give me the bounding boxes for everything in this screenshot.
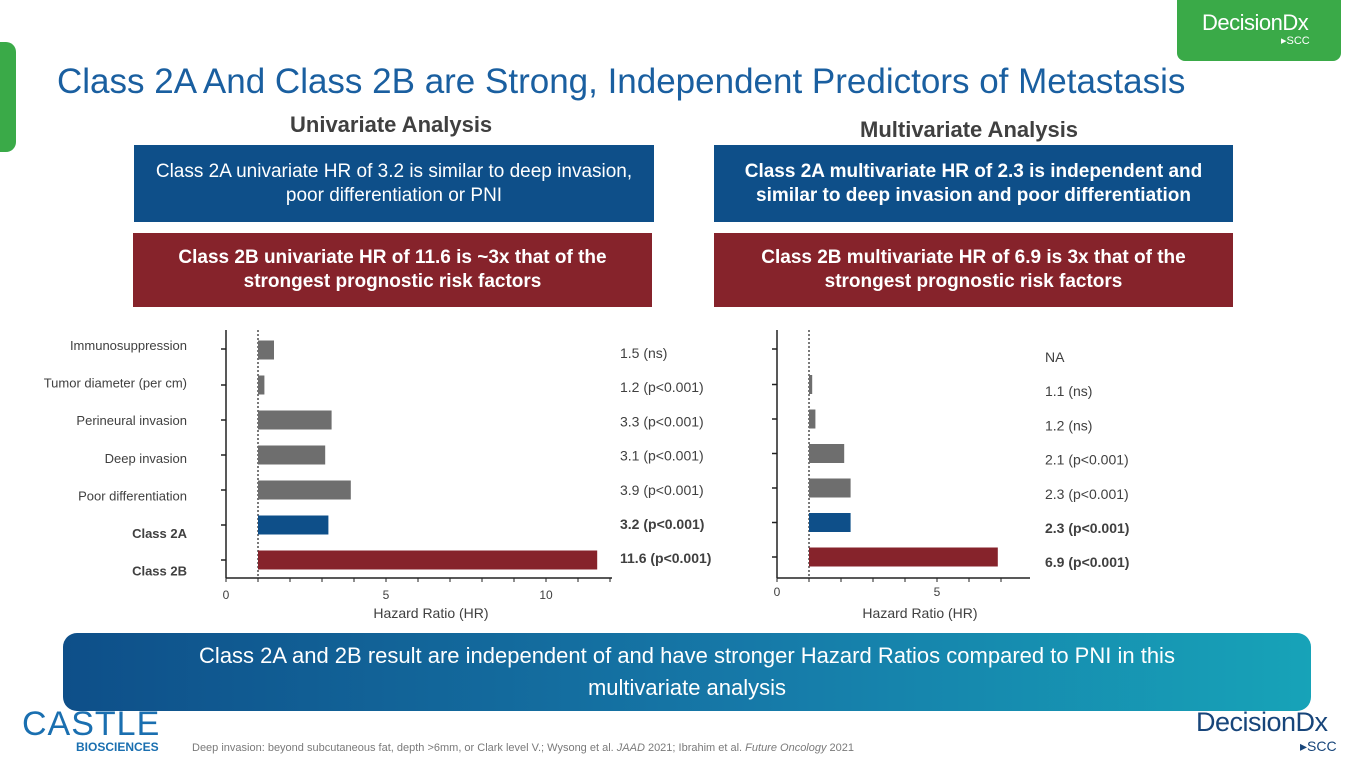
bar-class-2b <box>258 550 598 570</box>
x-tick-label: 10 <box>539 588 553 602</box>
bar-deep-invasion <box>258 445 326 465</box>
univariate-heading: Univariate Analysis <box>290 112 493 137</box>
slide-title: Class 2A And Class 2B are Strong, Indepe… <box>57 62 1186 101</box>
footnote-text-3: 2021 <box>826 742 855 754</box>
multivariate-class2a-callout: Class 2A multivariate HR of 2.3 is indep… <box>714 145 1233 222</box>
category-label: Class 2B <box>132 564 187 579</box>
category-label: Tumor diameter (per cm) <box>44 376 187 391</box>
castle-logo-word: CASTLE <box>22 705 161 743</box>
left-accent-tab <box>0 42 16 152</box>
footnote-text-1: Deep invasion: beyond subcutaneous fat, … <box>192 742 617 754</box>
x-tick-label: 0 <box>223 588 230 602</box>
value-label: NA <box>1045 349 1065 365</box>
value-label: 3.1 (p<0.001) <box>620 448 704 464</box>
decisiondx-logo-top: DecisionDx ▸SCC <box>1177 0 1341 61</box>
bar-perineural-invasion <box>258 410 332 430</box>
value-label: 2.1 (p<0.001) <box>1045 452 1129 468</box>
logo-brand-text: DecisionDx <box>1202 10 1309 35</box>
value-label: 1.2 (ns) <box>1045 417 1092 433</box>
value-label: 3.9 (p<0.001) <box>620 482 704 498</box>
x-tick-label: 5 <box>383 588 390 602</box>
bar-poor-differentiation <box>809 478 851 498</box>
x-tick-label: 5 <box>934 585 941 599</box>
category-label: Immunosuppression <box>70 338 187 353</box>
footnote-references: Deep invasion: beyond subcutaneous fat, … <box>192 742 854 754</box>
value-label: 3.3 (p<0.001) <box>620 413 704 429</box>
decisiondx-logo-bottom: DecisionDx ▸SCC <box>1196 707 1346 757</box>
value-label: 2.3 (p<0.001) <box>1045 520 1129 536</box>
castle-biosciences-logo: CASTLE BIOSCIENCES <box>22 705 172 755</box>
x-tick-label: 0 <box>774 585 781 599</box>
x-axis-title: Hazard Ratio (HR) <box>862 605 977 621</box>
value-label: 6.9 (p<0.001) <box>1045 554 1129 570</box>
category-label: Deep invasion <box>105 451 187 466</box>
footnote-journal-1: JAAD <box>616 742 645 754</box>
univariate-chart: 0 5 10 Immunosuppression Tumor diameter (per… <box>44 330 711 621</box>
bar-class-2a <box>809 513 851 532</box>
bar-perineural-invasion <box>809 409 816 429</box>
bar-class-2b <box>809 547 998 567</box>
conclusion-banner: Class 2A and 2B result are independent o… <box>63 633 1311 711</box>
category-label: Perineural invasion <box>76 413 187 428</box>
logo-sub-text: ▸SCC <box>1281 35 1310 47</box>
univariate-class2b-callout: Class 2B univariate HR of 11.6 is ~3x th… <box>133 233 652 307</box>
bar-class-2a <box>258 515 329 535</box>
univariate-class2a-callout: Class 2A univariate HR of 3.2 is similar… <box>134 145 654 222</box>
category-label: Poor differentiation <box>78 488 187 503</box>
footnote-journal-2: Future Oncology <box>745 742 827 754</box>
value-label: 11.6 (p<0.001) <box>620 550 711 566</box>
footnote-text-2: 2021; Ibrahim et al. <box>644 742 746 754</box>
multivariate-heading: Multivariate Analysis <box>860 117 1079 142</box>
bar-tumor-diameter-per-cm <box>809 375 813 394</box>
bar-immunosuppression <box>258 340 274 360</box>
bar-poor-differentiation <box>258 480 351 500</box>
multivariate-chart: 0 5 NA 1.1 (ns) 1.2 (ns) 2.1 (p<0.001) 2.3 (p<… <box>772 330 1129 621</box>
bar-tumor-diameter-per-cm <box>258 375 265 395</box>
value-label: 2.3 (p<0.001) <box>1045 486 1129 502</box>
bottom-logo-brand: DecisionDx <box>1196 707 1328 737</box>
bottom-logo-sub: ▸SCC <box>1300 738 1337 754</box>
bar-deep-invasion <box>809 444 845 463</box>
x-axis-title: Hazard Ratio (HR) <box>373 605 488 621</box>
hazard-ratio-charts: 0 5 10 Immunosuppression Tumor diameter (per… <box>44 330 1129 621</box>
castle-logo-sub: BIOSCIENCES <box>76 740 159 754</box>
value-label: 1.5 (ns) <box>620 345 667 361</box>
value-label: 3.2 (p<0.001) <box>620 516 704 532</box>
value-label: 1.2 (p<0.001) <box>620 379 704 395</box>
category-label: Class 2A <box>132 526 188 541</box>
multivariate-class2b-callout: Class 2B multivariate HR of 6.9 is 3x th… <box>714 233 1233 307</box>
value-label: 1.1 (ns) <box>1045 383 1092 399</box>
